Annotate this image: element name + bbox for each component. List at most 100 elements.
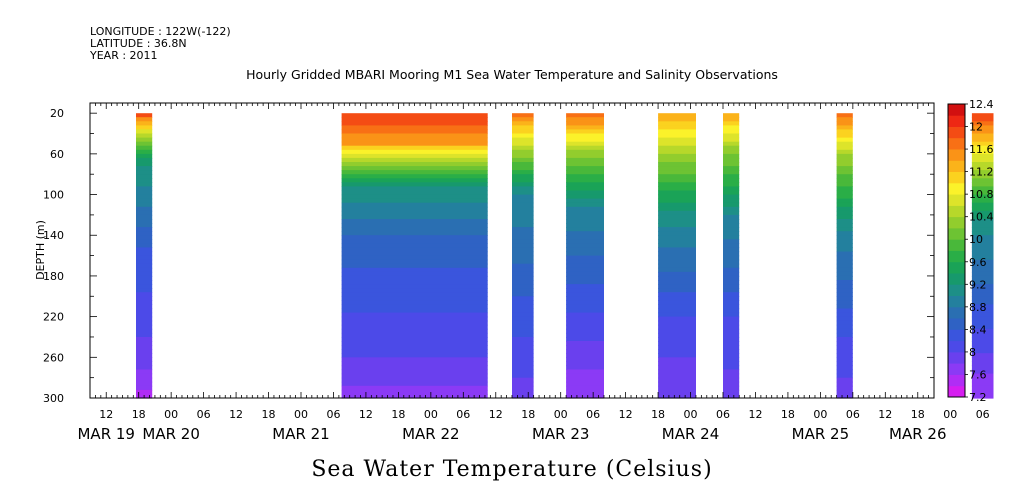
data-cell [341,365,488,371]
colorbar-tick-label: 8 [969,346,976,359]
data-cell [566,239,604,244]
data-cell [566,373,604,379]
data-cell [341,194,488,200]
data-cell [512,235,534,240]
data-cell [723,133,740,139]
colorbar-tick-label: 7.2 [969,391,987,404]
data-cell [341,145,488,151]
chart-title: Hourly Gridded MBARI Mooring M1 Sea Wate… [246,67,778,82]
data-cell [836,271,853,277]
data-cell [971,137,994,143]
x-hour-label: 00 [554,408,568,421]
data-cell [971,235,994,240]
data-cell [658,304,696,310]
data-cell [658,202,696,208]
data-cell [971,320,994,326]
data-cell [566,219,604,224]
data-block [136,113,153,399]
data-cell [971,206,994,212]
data-cell [836,300,853,305]
data-cell [658,381,696,387]
data-cell [836,133,853,139]
data-cell [566,145,604,151]
data-block [971,113,994,399]
data-cell [658,271,696,277]
data-cell [836,251,853,257]
data-cell [341,239,488,244]
colorbar-tick-label: 8.4 [969,323,987,336]
data-cell [341,304,488,310]
data-cell [723,345,740,350]
x-hour-label: 06 [326,408,340,421]
data-cell [136,157,153,163]
data-cell [512,357,534,362]
data-cell [723,210,740,216]
data-cell [971,157,994,163]
data-cell [836,162,853,167]
data-cell [971,255,994,261]
data-cell [836,166,853,171]
data-cell [136,284,153,289]
data-cell [136,223,153,228]
data-cell [341,328,488,334]
data-cell [836,206,853,212]
colorbar-tick-label: 12.4 [969,98,994,111]
data-cell [136,369,153,375]
data-cell [971,365,994,371]
colorbar-tick-label: 12 [969,121,983,134]
data-cell [971,247,994,253]
data-cell [971,385,994,391]
data-cell [341,316,488,322]
data-cell [512,214,534,220]
data-cell [971,210,994,216]
colorbar-tick-label: 8.8 [969,301,987,314]
data-cell [341,324,488,330]
data-cell [341,162,488,167]
data-cell [136,145,153,151]
data-cell [836,357,853,362]
data-cell [658,385,696,391]
data-cell [723,239,740,244]
colorbar-legend: 7.2 7.6 8 8.4 8.8 9.2 9.6 10 10.4 10.8 11.2 11.6 12 1… [947,98,994,404]
data-cell [658,332,696,338]
data-cell [512,292,534,297]
data-cell [341,373,488,379]
data-cell [512,133,534,139]
data-cell [341,202,488,208]
data-cell [836,121,853,126]
data-cell [723,381,740,387]
data-cell [658,361,696,367]
data-cell [836,373,853,379]
data-cell [971,341,994,346]
data-cell [836,389,853,395]
data-cell [566,137,604,143]
colorbar-swatch [948,149,965,161]
data-cell [566,194,604,200]
colorbar-swatch [948,126,965,139]
data-cell [566,328,604,334]
data-cell [836,361,853,367]
y-axis: 20 60 100 140 180 220 260 300 [43,107,934,405]
data-cell [341,361,488,367]
data-cell [512,369,534,375]
data-cell [971,202,994,208]
data-cell [341,308,488,314]
x-hour-label: 12 [489,408,503,421]
data-cell [971,125,994,131]
data-cell [512,251,534,257]
data-cell [836,247,853,253]
data-cell [136,113,153,118]
data-cell [971,243,994,249]
data-cell [566,149,604,155]
x-hour-label: 18 [911,408,925,421]
data-cell [341,353,488,358]
colorbar-tick-label: 10 [969,233,983,246]
colorbar-swatch [948,363,965,375]
data-cell [836,341,853,346]
data-cell [512,316,534,322]
data-cell [512,341,534,346]
data-cell [971,288,994,293]
data-cell [658,292,696,297]
data-cell [971,117,994,122]
data-cell [658,231,696,236]
